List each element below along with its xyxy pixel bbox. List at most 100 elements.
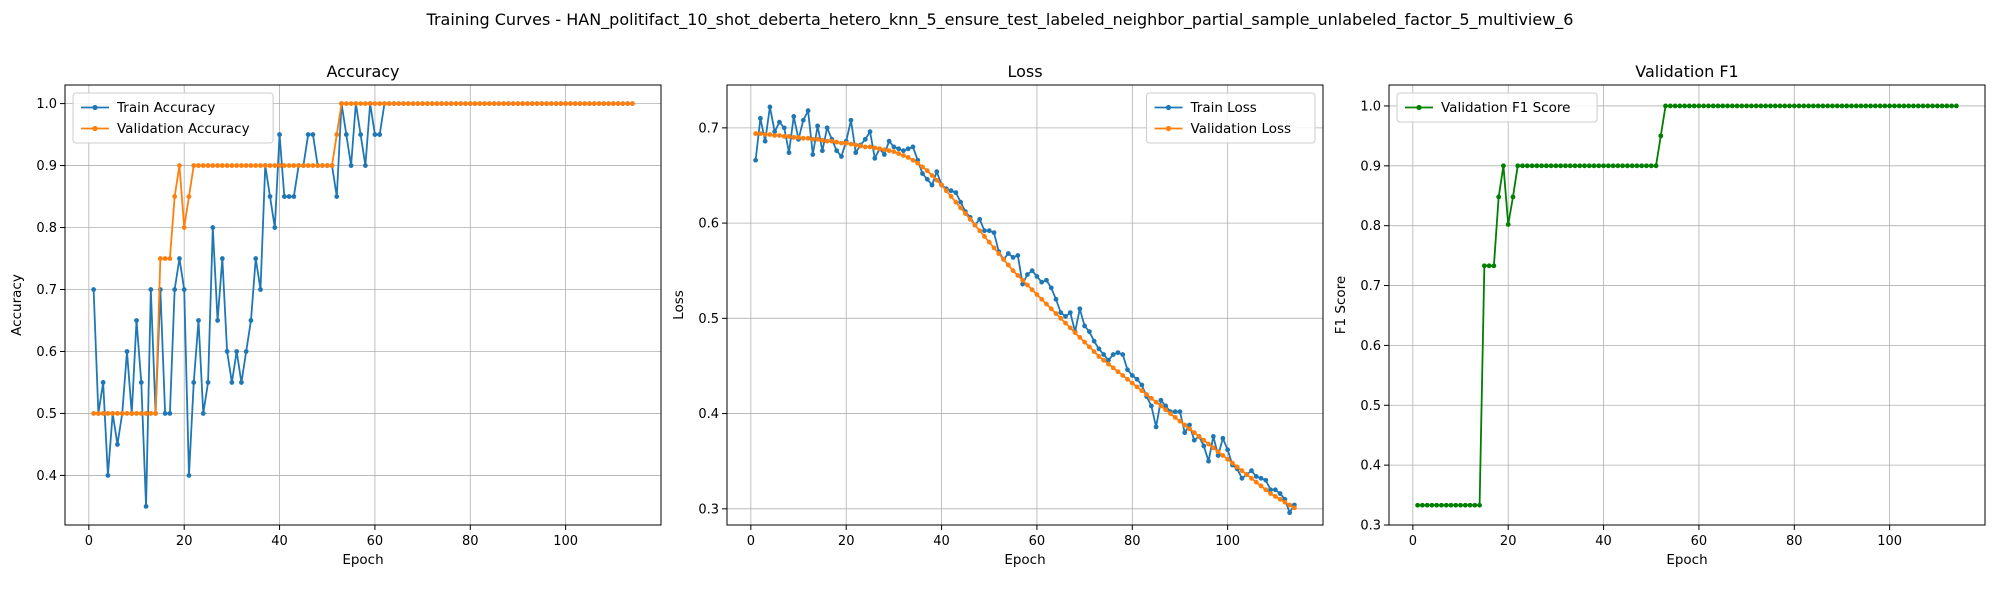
validation-accuracy-point bbox=[553, 101, 559, 106]
validation-f1-score-point bbox=[1605, 163, 1611, 169]
validation-accuracy-point bbox=[477, 101, 483, 106]
train-accuracy-point bbox=[334, 194, 340, 199]
validation-f1-score-point bbox=[1653, 163, 1659, 169]
validation-accuracy-point bbox=[463, 101, 468, 106]
validation-f1-score-point bbox=[1868, 103, 1873, 109]
validation-accuracy-point bbox=[119, 411, 125, 416]
validation-accuracy-point bbox=[591, 101, 597, 106]
validation-f1-score-point bbox=[1601, 163, 1606, 169]
train-loss-point bbox=[1158, 397, 1164, 403]
validation-f1-score-point bbox=[1877, 103, 1883, 109]
validation-loss-point bbox=[939, 182, 944, 188]
validation-accuracy-point bbox=[315, 163, 321, 168]
train-accuracy-point bbox=[310, 132, 316, 137]
accuracy-axes-frame bbox=[64, 84, 662, 526]
train-loss-point bbox=[810, 152, 816, 157]
train-loss-point bbox=[1182, 430, 1188, 436]
validation-accuracy-point bbox=[396, 101, 402, 106]
x-tick-label: 20 bbox=[176, 534, 193, 549]
train-loss-point bbox=[1277, 491, 1283, 496]
validation-loss-point bbox=[972, 222, 978, 228]
validation-loss-point bbox=[1291, 505, 1297, 511]
validation-accuracy-point bbox=[281, 163, 287, 168]
train-loss-point bbox=[1125, 367, 1130, 373]
validation-f1-score-point bbox=[1639, 163, 1645, 169]
validation-accuracy-point bbox=[486, 101, 492, 106]
validation-f1-score-point bbox=[1629, 163, 1635, 169]
validation-f1-score-point bbox=[1686, 103, 1692, 109]
train-loss-point bbox=[1053, 296, 1059, 302]
validation-accuracy-point bbox=[525, 101, 530, 106]
y-tick-label: 0.5 bbox=[36, 407, 57, 422]
validation-loss-point bbox=[872, 145, 878, 151]
validation-loss-point bbox=[934, 177, 940, 183]
validation-accuracy-point bbox=[615, 101, 621, 106]
x-tick-label: 0 bbox=[1409, 534, 1417, 549]
validation-f1-score-point bbox=[1563, 163, 1568, 169]
validation-accuracy-point bbox=[320, 163, 325, 168]
validation-accuracy-point bbox=[191, 163, 197, 168]
validation-accuracy-point bbox=[405, 101, 411, 106]
validation-loss-point bbox=[1072, 330, 1078, 336]
validation-loss-point bbox=[1272, 494, 1278, 499]
validation-f1-score-point bbox=[1853, 103, 1859, 109]
train-accuracy-point bbox=[134, 318, 139, 323]
train-loss-point bbox=[1115, 350, 1121, 356]
validation-loss-point bbox=[767, 132, 773, 137]
train-loss-point bbox=[896, 146, 902, 152]
train-loss-point bbox=[1177, 409, 1183, 415]
validation-f1-score-point bbox=[1706, 103, 1711, 109]
y-tick-label: 0.9 bbox=[1360, 159, 1381, 174]
validation-f1-panel: 0 20 40 60 80 100 0.3 0.4 0.5 0.6 0.7 0.8 0.9 1.0 Vali… bbox=[1333, 62, 1986, 568]
train-loss-point bbox=[800, 117, 806, 123]
train-loss-point bbox=[772, 129, 778, 135]
train-accuracy-point bbox=[172, 287, 178, 292]
validation-loss-point bbox=[877, 146, 882, 152]
train-loss-point bbox=[1210, 434, 1216, 439]
validation-loss-point bbox=[953, 199, 959, 205]
validation-loss-point bbox=[777, 133, 782, 138]
validation-accuracy-point bbox=[172, 194, 178, 199]
validation-accuracy-point bbox=[568, 101, 573, 106]
y-tick-label: 0.8 bbox=[36, 221, 57, 236]
train-loss-point bbox=[1086, 329, 1092, 335]
validation-loss-point bbox=[839, 140, 844, 146]
validation-f1-score-point bbox=[1758, 103, 1764, 109]
validation-accuracy-point bbox=[472, 101, 478, 106]
validation-accuracy-point bbox=[339, 101, 344, 106]
validation-loss-point bbox=[1020, 277, 1026, 283]
x-tick-label: 40 bbox=[271, 534, 288, 549]
validation-loss-point bbox=[1048, 306, 1054, 312]
validation-accuracy-point bbox=[110, 411, 116, 416]
validation-loss-point bbox=[815, 136, 820, 142]
validation-loss-point bbox=[1034, 292, 1040, 297]
validation-loss-point bbox=[1063, 320, 1068, 326]
train-accuracy-point bbox=[167, 411, 173, 416]
train-loss-point bbox=[1263, 477, 1269, 483]
validation-f1-score-point bbox=[1892, 103, 1897, 109]
train-accuracy-point bbox=[281, 194, 287, 199]
validation-f1-score-point bbox=[1529, 163, 1535, 169]
validation-f1-score-point bbox=[1434, 502, 1440, 508]
validation-f1-score-point bbox=[1801, 103, 1807, 109]
train-loss-point bbox=[1034, 274, 1040, 279]
validation-loss-point bbox=[858, 143, 863, 149]
train-loss-point bbox=[929, 182, 935, 188]
train-accuracy-point bbox=[162, 411, 168, 416]
validation-accuracy-point bbox=[382, 101, 387, 106]
validation-f1-score-point bbox=[1501, 163, 1506, 169]
accuracy-title: Accuracy bbox=[326, 62, 399, 81]
validation-f1-score-point bbox=[1911, 103, 1916, 109]
validation-accuracy-point bbox=[210, 163, 216, 168]
y-tick-label: 0.9 bbox=[36, 159, 57, 174]
validation-f1-score-point bbox=[1849, 103, 1854, 109]
validation-accuracy-point bbox=[367, 101, 373, 106]
validation-loss-point bbox=[1024, 282, 1030, 288]
validation-f1-score-point bbox=[1720, 103, 1726, 109]
validation-loss-point bbox=[886, 148, 892, 154]
validation-loss-point bbox=[781, 134, 787, 139]
train-accuracy-point bbox=[286, 194, 292, 199]
validation-f1-score-point bbox=[1586, 163, 1592, 169]
train-loss-point bbox=[958, 199, 964, 205]
